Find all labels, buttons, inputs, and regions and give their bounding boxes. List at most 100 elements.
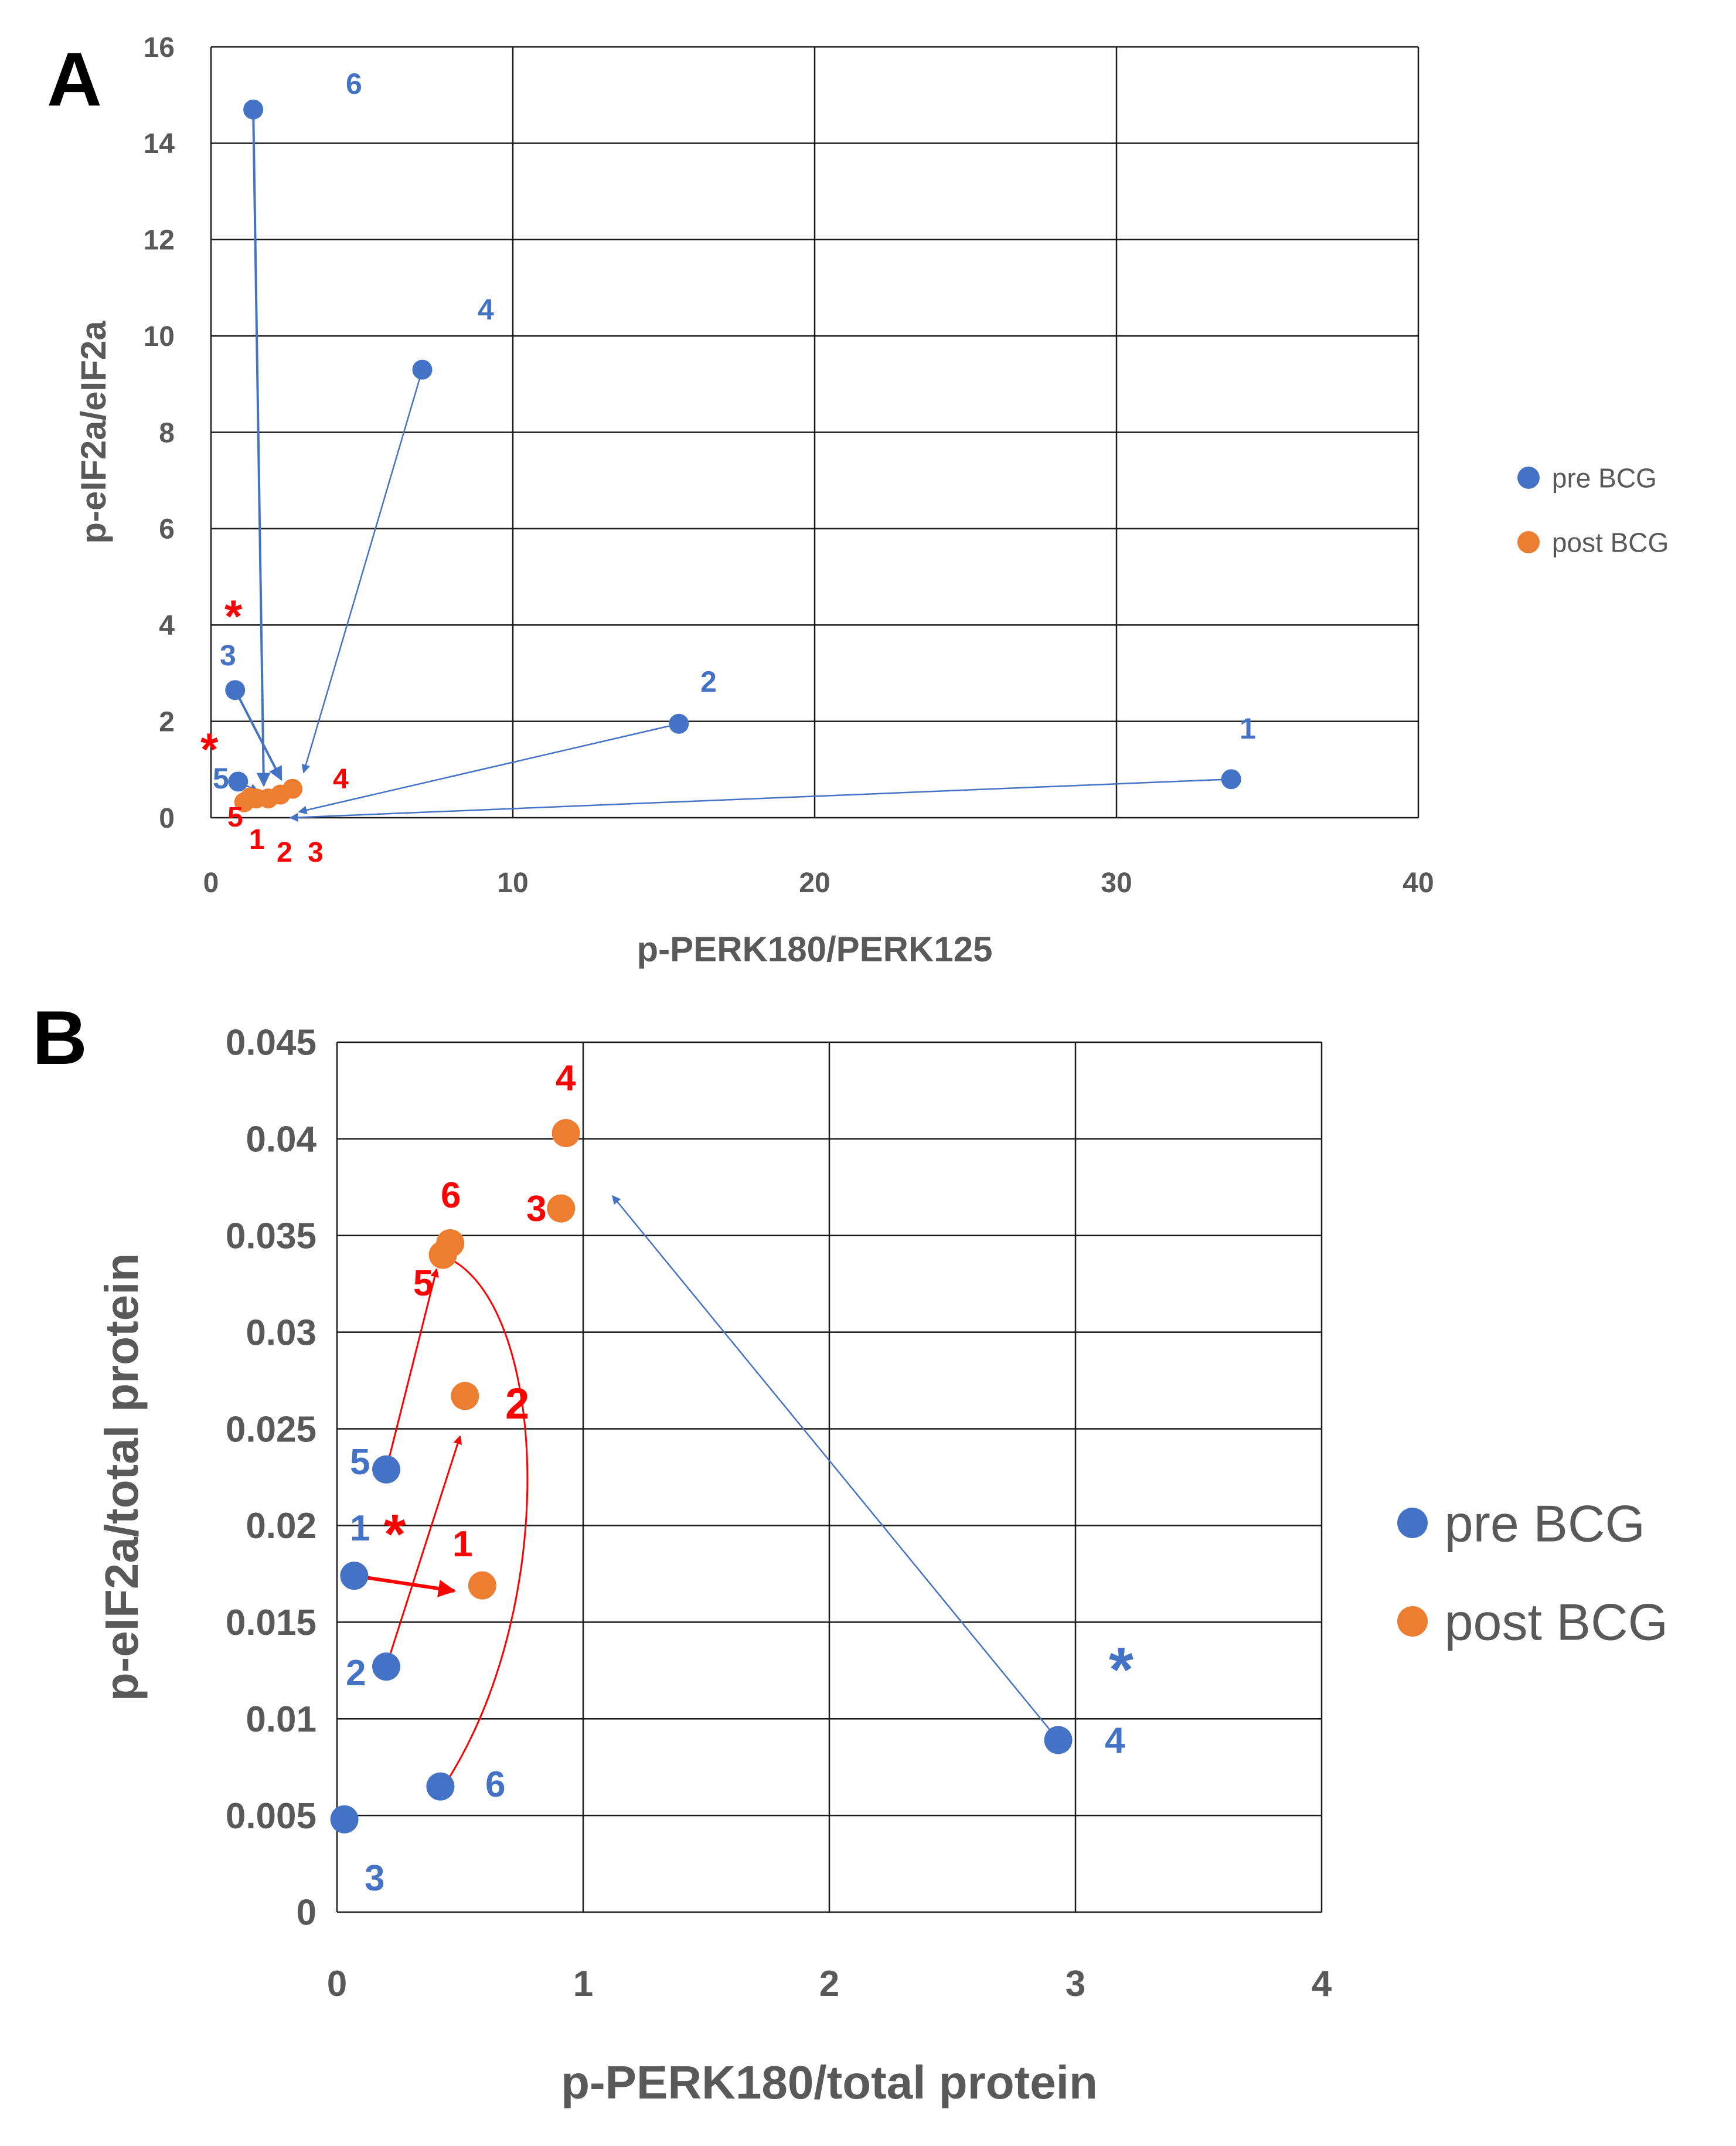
pre-bcg-point-1	[340, 1562, 369, 1590]
legend-marker-pre-bcg	[1397, 1508, 1428, 1538]
arrow-pre-to-post-red	[385, 1268, 439, 1470]
pre-bcg-point-label: 3	[220, 639, 236, 672]
pre-bcg-point-label: 2	[700, 665, 717, 698]
pre-bcg-point-label: 4	[1105, 1720, 1125, 1761]
pre-bcg-point-label: 6	[346, 67, 362, 100]
x-tick-label: 0	[203, 868, 219, 899]
arrow-pre-to-post-red	[385, 1435, 462, 1667]
post-bcg-point-label: 1	[249, 824, 265, 855]
y-tick-label: 0.045	[226, 1023, 316, 1063]
pre-bcg-point-4	[412, 359, 433, 380]
y-tick-label: 12	[144, 225, 175, 256]
post-bcg-point-6	[240, 787, 260, 808]
y-tick-label: 14	[144, 128, 175, 159]
pre-bcg-point-3	[330, 1805, 359, 1834]
y-tick-label: 0.01	[246, 1699, 316, 1740]
x-tick-label: 10	[497, 868, 528, 899]
x-axis-title: p-PERK180/total protein	[561, 2056, 1098, 2108]
pre-bcg-point-5	[372, 1455, 400, 1484]
y-tick-label: 0	[159, 803, 175, 834]
x-tick-label: 20	[799, 868, 830, 899]
arrow-pre-to-post	[252, 109, 271, 787]
y-tick-label: 0	[297, 1893, 316, 1933]
pre-bcg-point-6	[243, 99, 264, 120]
y-tick-label: 0.04	[246, 1120, 316, 1160]
y-tick-label: 0.03	[246, 1312, 316, 1353]
y-tick-label: 4	[159, 610, 175, 641]
x-tick-label: 3	[1066, 1964, 1085, 2004]
post-bcg-point-3	[547, 1194, 576, 1223]
pre-bcg-point-label: 2	[346, 1653, 366, 1693]
post-bcg-point-label: 1	[452, 1524, 472, 1565]
y-tick-label: 16	[144, 32, 175, 63]
post-bcg-point-label: 2	[505, 1379, 529, 1428]
post-bcg-point-label: 6	[441, 1175, 461, 1216]
x-tick-label: 30	[1101, 868, 1132, 899]
x-axis-title: p-PERK180/PERK125	[637, 930, 993, 969]
post-bcg-point-6	[436, 1229, 465, 1257]
y-tick-label: 0.005	[226, 1796, 316, 1836]
post-bcg-point-label: 5	[227, 802, 243, 833]
y-tick-label: 0.035	[226, 1216, 316, 1256]
pre-bcg-point-1	[1221, 769, 1241, 790]
x-tick-label: 1	[573, 1964, 593, 2004]
pre-bcg-point-label: 5	[213, 762, 229, 795]
post-bcg-point-label: 5	[413, 1263, 433, 1304]
significance-asterisk: *	[224, 590, 243, 642]
significance-asterisk: *	[200, 723, 219, 775]
significance-asterisk: *	[1109, 1634, 1133, 1705]
pre-bcg-point-label: 1	[1240, 712, 1256, 745]
y-tick-label: 10	[144, 321, 175, 352]
arrow-pre-to-post	[234, 689, 282, 781]
x-tick-label: 0	[327, 1964, 347, 2004]
post-bcg-point-4	[282, 778, 303, 799]
post-bcg-point-label: 4	[556, 1058, 576, 1098]
pre-bcg-point-label: 1	[350, 1508, 370, 1549]
panel-a: A0 10 20 30 400246810121416p-PERK180/PERK125…	[47, 32, 1669, 969]
pre-bcg-point-label: 5	[350, 1442, 370, 1482]
post-bcg-point-label: 3	[308, 837, 324, 868]
arrow-curve-pre-to-post-red	[445, 1256, 529, 1780]
post-bcg-point-1	[468, 1571, 496, 1600]
pre-bcg-point-2	[372, 1652, 400, 1681]
panel-letter: B	[32, 995, 87, 1080]
pre-bcg-point-label: 3	[365, 1858, 384, 1899]
y-tick-label: 0.02	[246, 1506, 316, 1546]
legend-marker-post-bcg	[1397, 1606, 1428, 1637]
y-tick-label: 8	[159, 417, 175, 448]
legend-label: pre BCG	[1445, 1495, 1645, 1553]
arrow-pre-to-post-red	[353, 1574, 456, 1597]
pre-bcg-point-3	[225, 680, 246, 700]
legend-label: pre BCG	[1552, 463, 1657, 494]
arrow-pre-to-post	[612, 1195, 1059, 1741]
arrow-pre-to-post	[298, 723, 679, 815]
pre-bcg-point-2	[669, 713, 689, 734]
x-tick-label: 4	[1312, 1964, 1332, 2004]
legend-label: post BCG	[1552, 528, 1669, 558]
y-axis-title: p-eIF2a/total protein	[96, 1253, 148, 1702]
legend-label: post BCG	[1445, 1593, 1668, 1651]
y-tick-label: 0.015	[226, 1603, 316, 1643]
pre-bcg-point-5	[228, 771, 249, 792]
pre-bcg-point-4	[1044, 1726, 1073, 1754]
post-bcg-point-label: 4	[333, 764, 349, 795]
pre-bcg-point-label: 6	[485, 1764, 505, 1805]
panel-b: B 0 1 2 3 4 0 0.005 0.01 0.015 0.02 0.025 0.03 0.035 0…	[32, 995, 1668, 2108]
panel-letter: A	[47, 36, 102, 122]
legend-marker-pre-bcg	[1517, 467, 1540, 489]
y-axis-title: p-eIF2a/eIF2a	[74, 321, 113, 544]
significance-asterisk: *	[384, 1503, 406, 1566]
x-tick-label: 2	[819, 1964, 839, 2004]
y-tick-label: 6	[159, 514, 175, 545]
x-tick-label: 40	[1403, 868, 1434, 899]
pre-bcg-point-label: 4	[478, 293, 494, 326]
post-bcg-point-label: 2	[277, 837, 292, 868]
pre-bcg-point-6	[426, 1772, 455, 1801]
post-bcg-point-label: 3	[526, 1189, 546, 1229]
post-bcg-point-4	[552, 1118, 580, 1147]
arrow-pre-to-post	[289, 778, 1231, 822]
post-bcg-point-2	[451, 1382, 479, 1410]
legend-marker-post-bcg	[1517, 531, 1540, 553]
y-tick-label: 0.025	[226, 1409, 316, 1450]
